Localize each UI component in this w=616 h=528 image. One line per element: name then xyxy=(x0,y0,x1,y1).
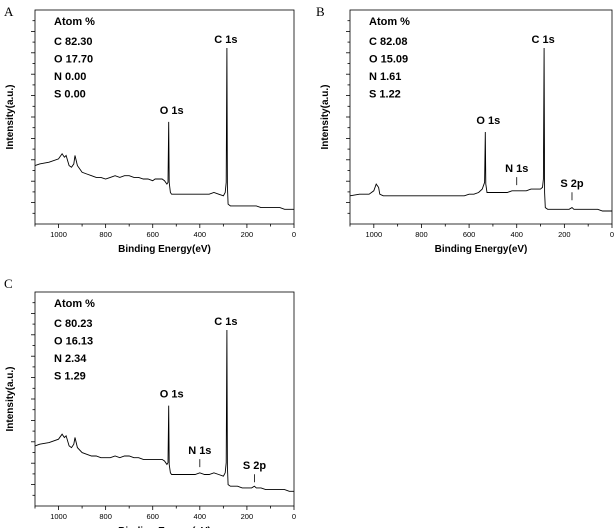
x-tick-label: 200 xyxy=(241,512,254,521)
panel-a: A 1000 800 600 400 200 0 Binding Energy(eV) Inte… xyxy=(4,4,296,255)
peak-label-c1s: C 1s xyxy=(214,316,237,328)
x-tick-label: 600 xyxy=(146,512,159,521)
peak-label-n1s: N 1s xyxy=(188,445,211,457)
panel-b: B 1000 800 600 400 200 0 Binding Energy(eV) Inte… xyxy=(316,4,614,255)
composition-line: N 1.61 xyxy=(369,71,401,83)
composition-title: Atom % xyxy=(369,16,410,28)
composition-line: N 2.34 xyxy=(54,353,87,365)
composition-line: C 82.08 xyxy=(369,36,408,48)
panel-c: C 1000 800 600 400 200 0 Binding Energy(eV) Inte… xyxy=(4,276,296,528)
x-tick-label: 1000 xyxy=(50,230,67,239)
x-tick-label: 600 xyxy=(463,230,476,239)
peak-label-o1s: O 1s xyxy=(160,389,184,401)
x-axis-label: Binding Energy(eV) xyxy=(118,526,211,528)
panel-letter: C xyxy=(4,276,13,291)
y-axis-label: Intensity(a.u.) xyxy=(5,366,16,431)
y-axis-label: Intensity(a.u.) xyxy=(5,84,16,149)
x-tick-label: 200 xyxy=(241,230,254,239)
x-tick-label: 800 xyxy=(415,230,428,239)
panel-letter: A xyxy=(4,4,14,19)
composition-line: N 0.00 xyxy=(54,71,86,83)
peak-label-c1s: C 1s xyxy=(214,34,237,46)
peak-label-c1s: C 1s xyxy=(531,34,554,46)
composition-line: O 17.70 xyxy=(54,54,93,66)
panel-letter: B xyxy=(316,4,325,19)
x-axis-label: Binding Energy(eV) xyxy=(435,244,528,255)
x-tick-label: 400 xyxy=(194,512,207,521)
x-axis-label: Binding Energy(eV) xyxy=(118,244,211,255)
composition-title: Atom % xyxy=(54,16,95,28)
x-tick-label: 0 xyxy=(292,512,296,521)
peak-label-n1s: N 1s xyxy=(505,163,528,175)
peak-label-o1s: O 1s xyxy=(160,105,184,117)
x-tick-label: 400 xyxy=(510,230,523,239)
x-tick-label: 400 xyxy=(194,230,207,239)
composition-line: C 80.23 xyxy=(54,318,93,330)
peak-label-s2p: S 2p xyxy=(560,178,584,190)
x-tick-label: 600 xyxy=(146,230,159,239)
spectrum-line xyxy=(349,47,612,212)
x-tick-label: 1000 xyxy=(50,512,67,521)
composition-line: S 0.00 xyxy=(54,89,86,101)
x-tick-label: 800 xyxy=(99,512,112,521)
x-tick-label: 0 xyxy=(292,230,296,239)
spectrum-line xyxy=(34,47,294,210)
x-tick-label: 1000 xyxy=(365,230,382,239)
spectrum-line xyxy=(34,329,294,492)
y-axis-label: Intensity(a.u.) xyxy=(320,84,331,149)
x-tick-label: 200 xyxy=(558,230,571,239)
composition-title: Atom % xyxy=(54,298,95,310)
peak-label-o1s: O 1s xyxy=(476,115,500,127)
composition-line: S 1.22 xyxy=(369,89,401,101)
x-tick-label: 800 xyxy=(99,230,112,239)
peak-label-s2p: S 2p xyxy=(243,460,267,472)
x-tick-label: 0 xyxy=(610,230,614,239)
composition-line: O 16.13 xyxy=(54,336,93,348)
composition-line: S 1.29 xyxy=(54,371,86,383)
composition-line: O 15.09 xyxy=(369,54,408,66)
composition-line: C 82.30 xyxy=(54,36,93,48)
